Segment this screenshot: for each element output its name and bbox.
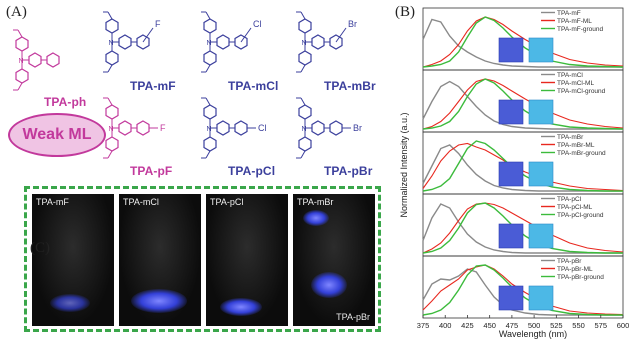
photo-tpa-pcl: TPA-pCl [206, 194, 288, 326]
panel-label-a: (A) [6, 4, 27, 20]
substituent-mbr: Br [348, 19, 357, 29]
photo-label: TPA-mCl [123, 197, 159, 207]
svg-text:N: N [206, 126, 211, 133]
series-line [422, 78, 624, 130]
series-line [422, 202, 623, 254]
panel-label-b: (B) [395, 4, 415, 20]
inset-photo [498, 37, 524, 63]
x-tick-label: 450 [483, 321, 496, 330]
x-tick-label: 550 [572, 321, 585, 330]
x-tick-label: 375 [417, 321, 430, 330]
x-tick-label: 500 [528, 321, 541, 330]
x-tick-label: 475 [506, 321, 519, 330]
photo-label: TPA-mBr [297, 197, 334, 207]
molecule-structures: N N N N N N N F Cl Br F Cl Br [0, 0, 362, 178]
svg-text:N: N [18, 58, 23, 65]
svg-text:N: N [108, 40, 113, 47]
legend-label: TPA-pBr-ground [557, 274, 604, 281]
substituent-pcl: Cl [258, 123, 267, 133]
ml-glow [303, 210, 329, 226]
series-line [422, 78, 624, 130]
legend-label: TPA-pCl-ground [557, 212, 604, 219]
legend-label: TPA-mF-ML [557, 18, 592, 25]
x-tick-label: 425 [461, 321, 474, 330]
inset-photo [528, 223, 554, 249]
legend-label: TPA-mCl-ML [557, 80, 594, 87]
photo-panel: TPA-mF TPA-mCl TPA-pCl TPA-mBr TPA-pBr [24, 186, 381, 332]
series-line [422, 203, 623, 254]
legend-label: TPA-mF-ground [557, 26, 603, 33]
svg-text:N: N [301, 126, 306, 133]
series-line [422, 18, 623, 68]
ml-glow [311, 272, 347, 298]
ml-glow [131, 289, 187, 313]
substituent-pbr: Br [353, 123, 362, 133]
series-line [422, 16, 624, 68]
series-line [422, 264, 624, 316]
legend-label: TPA-mBr [557, 134, 584, 141]
substituent-mf: F [155, 19, 161, 29]
panel-label-c: (C) [30, 240, 50, 256]
photo-tpa-mf: TPA-mF [32, 194, 114, 326]
spectra-chart: Normalized Intensity (a.u.) Wavelength (… [399, 7, 629, 339]
series-line [422, 144, 623, 192]
series-line [422, 80, 623, 130]
legend-label: TPA-pBr [557, 258, 582, 265]
svg-text:N: N [108, 126, 113, 133]
series-line [422, 202, 624, 254]
inset-photo [528, 285, 554, 311]
label-tpa-mbr: TPA-mBr [324, 79, 376, 93]
x-tick-label: 525 [550, 321, 563, 330]
legend-label: TPA-pBr-ML [557, 266, 593, 273]
x-axis-label: Wavelength (nm) [499, 329, 567, 339]
inset-photo [528, 99, 554, 125]
series-line [422, 16, 624, 68]
label-tpa-pcl: TPA-pCl [228, 164, 276, 178]
inset-photo [498, 161, 524, 187]
photo-label: TPA-mF [36, 197, 69, 207]
label-tpa-mf: TPA-mF [130, 79, 176, 93]
series-line [422, 264, 623, 316]
legend-label: TPA-mF [557, 10, 581, 17]
ml-glow [220, 298, 262, 316]
label-tpa-pbr: TPA-pBr [324, 164, 373, 178]
inset-photo [528, 37, 554, 63]
legend-label: TPA-mCl-ground [557, 88, 606, 95]
y-axis-label: Normalized Intensity (a.u.) [399, 112, 409, 217]
ml-glow [50, 294, 90, 312]
x-tick-label: 600 [617, 321, 629, 330]
x-tick-label: 575 [595, 321, 608, 330]
inset-photo [498, 223, 524, 249]
photo-label: TPA-pCl [210, 197, 244, 207]
substituent-mcl: Cl [253, 19, 262, 29]
photo-tpa-mbr: TPA-mBr TPA-pBr [293, 194, 375, 326]
svg-text:N: N [301, 40, 306, 47]
inset-photo [498, 99, 524, 125]
legend-label: TPA-mBr-ML [557, 142, 595, 149]
label-tpa-mcl: TPA-mCl [228, 79, 279, 93]
legend-label: TPA-pCl-ML [557, 204, 593, 211]
svg-text:N: N [206, 40, 211, 47]
legend-label: TPA-mBr-ground [557, 150, 606, 157]
label-tpa-pf: TPA-pF [130, 164, 173, 178]
photo-sublabel: TPA-pBr [336, 312, 370, 322]
series-line [422, 268, 623, 316]
inset-photo [498, 285, 524, 311]
legend-label: TPA-mCl [557, 72, 583, 79]
series-line [422, 142, 624, 192]
weak-ml-badge: Weak ML [8, 113, 106, 157]
inset-photo [528, 161, 554, 187]
legend-label: TPA-pCl [557, 196, 582, 203]
substituent-pf: F [160, 123, 166, 133]
series-line [422, 140, 623, 192]
x-tick-label: 400 [439, 321, 452, 330]
spectra-panel-frame [422, 255, 624, 319]
photo-tpa-mcl: TPA-mCl [119, 194, 201, 326]
label-tpa-ph: TPA-ph [44, 95, 87, 109]
